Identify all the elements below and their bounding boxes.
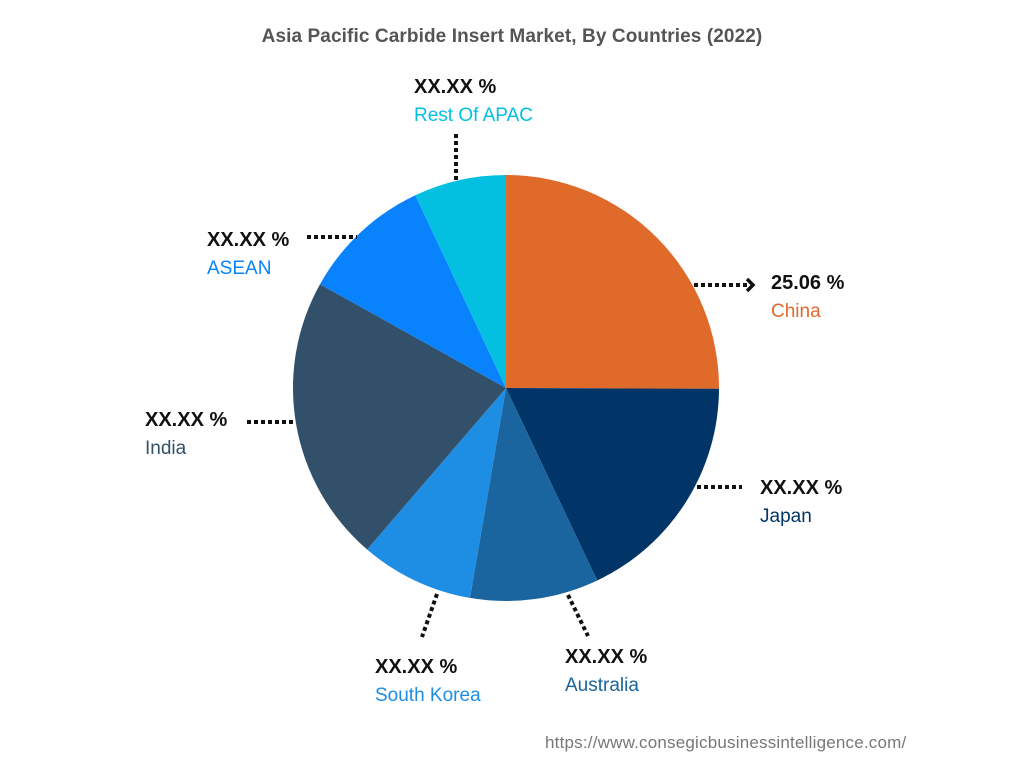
pie-slice-japan [506,388,719,581]
arrow-head-icon [745,277,756,293]
name-rest-of-apac: Rest Of APAC [414,105,533,126]
label-australia: XX.XX % Australia [565,647,647,695]
value-australia: XX.XX % [565,646,648,668]
value-india: XX.XX % [145,409,228,431]
label-japan: XX.XX % Japan [760,478,842,526]
pie-slice-australia [469,388,598,601]
name-china: China [771,301,821,322]
value-south-korea: XX.XX % [375,656,458,678]
pie-slice-asean [320,195,506,388]
leader-line-south-korea [420,593,439,638]
chart-title: Asia Pacific Carbide Insert Market, By C… [261,26,763,47]
label-asean: XX.XX % ASEAN [207,230,289,278]
label-south-korea: XX.XX % South Korea [375,657,481,705]
value-japan: XX.XX % [760,477,843,499]
label-rest-of-apac: XX.XX % Rest Of APAC [414,77,533,125]
value-rest-of-apac: XX.XX % [414,76,497,98]
name-australia: Australia [565,675,639,696]
value-china: 25.06 % [771,272,845,294]
source-url: https://www.consegicbusinessintelligence… [545,733,907,752]
pie-slice-india [293,284,506,550]
name-japan: Japan [760,506,812,527]
pie-slice-rest-of-apac [415,175,506,388]
leader-line-australia [566,594,590,637]
label-china: 25.06 % China [771,273,844,321]
pie-slice-china [506,174,720,389]
name-asean: ASEAN [207,258,272,279]
name-india: India [145,438,187,459]
label-india: XX.XX % India [145,410,227,458]
leader-lines [247,134,756,638]
pie-slice-south-korea [367,388,506,598]
value-asean: XX.XX % [207,229,290,251]
pie-slices [293,174,720,601]
name-south-korea: South Korea [375,685,481,706]
